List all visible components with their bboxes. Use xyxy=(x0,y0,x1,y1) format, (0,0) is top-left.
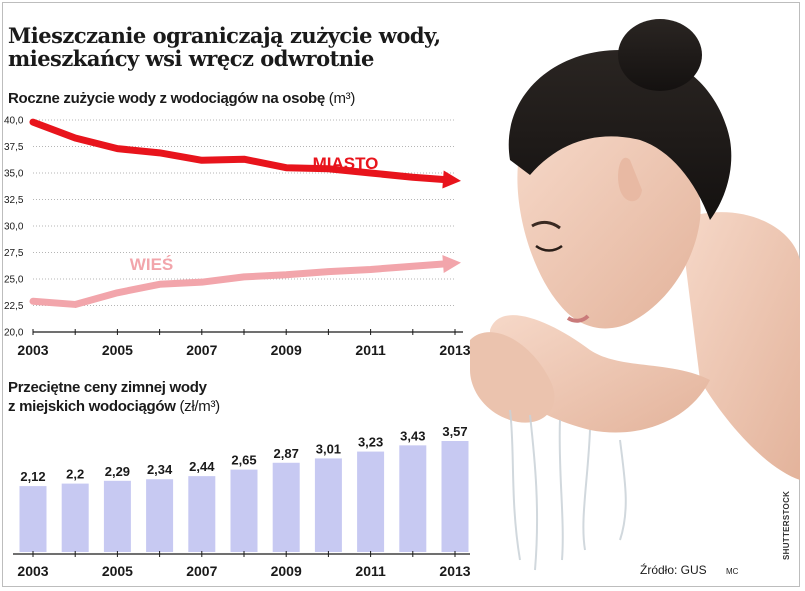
bar-chart-unit: (zł/m³) xyxy=(179,398,220,415)
x-tick-label: 2013 xyxy=(439,342,470,358)
y-tick-label: 25,0 xyxy=(4,275,24,286)
bar xyxy=(61,483,89,552)
headline: Mieszczanie ograniczają zużycie wody, mi… xyxy=(8,24,478,70)
bar-value-label: 2,12 xyxy=(20,469,45,484)
y-tick-label: 40,0 xyxy=(4,116,24,127)
x-tick-label: 2011 xyxy=(355,342,386,358)
series-label-wies: WIEŚ xyxy=(130,255,173,274)
line-chart-unit: (m³) xyxy=(328,90,356,107)
bar-x-tick-label: 2007 xyxy=(186,563,217,579)
bar-x-tick-label: 2005 xyxy=(102,563,133,579)
series-arrowhead xyxy=(442,255,461,273)
series-line-miasto xyxy=(29,118,449,184)
bar-chart-title-line-2: z miejskich wodociągów xyxy=(8,398,176,415)
bar-chart-title: Przeciętne ceny zimnej wody z miejskich … xyxy=(8,378,308,416)
headline-line-1: Mieszczanie ograniczają zużycie wody, xyxy=(8,23,441,48)
y-tick-label: 35,0 xyxy=(4,169,24,180)
bar xyxy=(399,445,427,552)
bar-value-label: 2,2 xyxy=(66,467,84,482)
bar-value-label: 3,57 xyxy=(442,424,467,439)
bar-value-label: 2,65 xyxy=(231,453,256,468)
bar-x-tick-label: 2013 xyxy=(439,563,470,579)
bar-value-label: 2,29 xyxy=(105,464,130,479)
y-tick-label: 30,0 xyxy=(4,222,24,233)
bar-value-label: 3,01 xyxy=(316,441,341,456)
woman-washing-face-photo xyxy=(470,19,800,571)
bar-value-label: 2,87 xyxy=(274,446,299,461)
bar-x-tick-label: 2003 xyxy=(17,563,48,579)
hair-shape xyxy=(508,50,732,220)
bar-chart-title-line-1: Przeciętne ceny zimnej wody xyxy=(8,379,207,396)
bar xyxy=(230,469,258,552)
bar-x-tick-label: 2011 xyxy=(355,563,386,579)
bar xyxy=(146,479,174,552)
bar-value-label: 2,34 xyxy=(147,462,173,477)
photo-credit: SHUTTERSTOCK xyxy=(782,490,791,560)
series-arrowhead xyxy=(442,170,461,189)
headline-line-2: mieszkańcy wsi wręcz odwrotnie xyxy=(8,46,374,71)
bar-x-tick-label: 2009 xyxy=(271,563,302,579)
line-chart-title: Roczne zużycie wody z wodociągów na osob… xyxy=(8,90,355,107)
closed-eye-shape xyxy=(535,244,563,252)
face-shape xyxy=(517,124,701,329)
source-note: Źródło: GUS xyxy=(640,563,707,577)
x-tick-label: 2005 xyxy=(102,342,133,358)
water-splash-shape xyxy=(509,409,627,571)
x-tick-label: 2009 xyxy=(271,342,302,358)
bar xyxy=(357,451,385,552)
water-consumption-line-chart: 40,0 37,5 35,0 32,5 30,0 27,5 25,0 22,5 20,0 2003… xyxy=(4,116,470,359)
author-initials: MC xyxy=(726,567,739,576)
y-tick-label: 37,5 xyxy=(4,142,24,153)
x-tick-label: 2007 xyxy=(186,342,217,358)
eyebrow-shape xyxy=(531,220,561,230)
series-label-miasto: MIASTO xyxy=(313,154,379,173)
lips-shape xyxy=(566,314,590,323)
ear-shape xyxy=(618,157,642,202)
hair-bun-shape xyxy=(618,19,702,91)
y-tick-label: 32,5 xyxy=(4,195,24,206)
y-tick-label: 20,0 xyxy=(4,328,24,339)
water-price-bar-chart: 2,12 2,2 2,29 2,34 2,44 2,65 2,87 3,01 3,23 3,43 3… xyxy=(13,424,470,579)
bar xyxy=(188,476,216,552)
bar xyxy=(19,486,47,552)
line-chart-title-text: Roczne zużycie wody z wodociągów na osob… xyxy=(8,90,325,107)
bar xyxy=(441,441,469,552)
bar-value-label: 3,23 xyxy=(358,435,383,450)
bar xyxy=(103,480,131,552)
x-tick-label: 2003 xyxy=(17,342,48,358)
bar xyxy=(314,458,342,552)
cupped-hands-shape xyxy=(470,332,555,423)
bar-value-label: 2,44 xyxy=(189,459,215,474)
shoulder-shape xyxy=(680,212,800,480)
y-tick-label: 27,5 xyxy=(4,248,24,259)
y-tick-label: 22,5 xyxy=(4,301,24,312)
bar-value-label: 3,43 xyxy=(400,428,425,443)
series-line-wies xyxy=(29,260,449,308)
bar xyxy=(272,462,300,552)
